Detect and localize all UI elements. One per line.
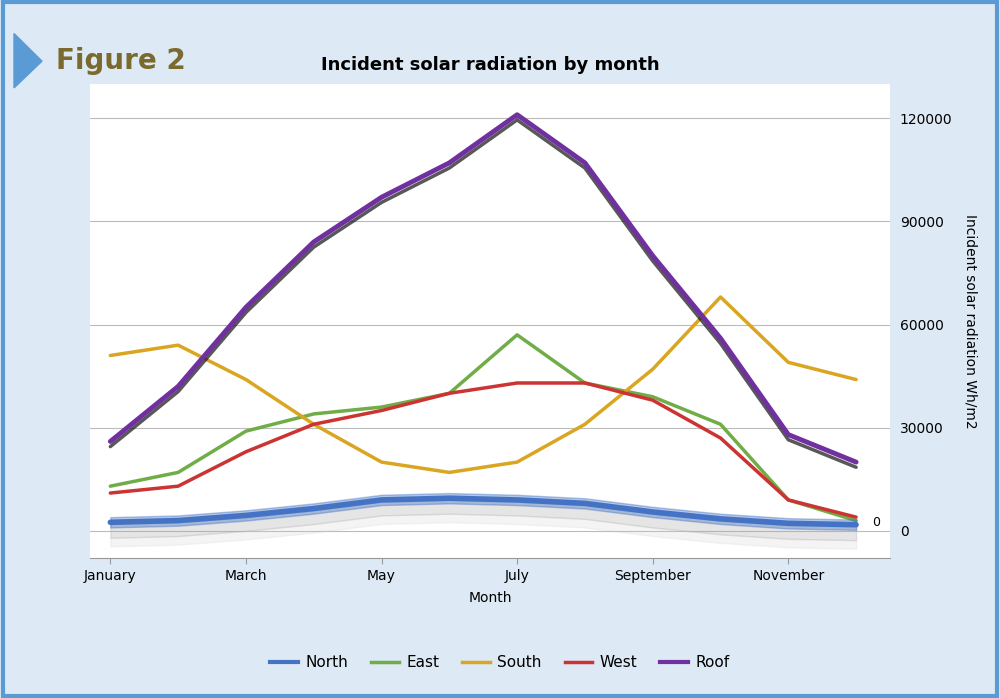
Y-axis label: Incident solar radiation Wh/m2: Incident solar radiation Wh/m2 bbox=[963, 214, 977, 429]
Text: 0: 0 bbox=[872, 516, 880, 529]
X-axis label: Month: Month bbox=[468, 591, 512, 605]
Polygon shape bbox=[14, 34, 42, 88]
Text: Figure 2: Figure 2 bbox=[56, 47, 186, 75]
Title: Incident solar radiation by month: Incident solar radiation by month bbox=[321, 56, 659, 74]
Legend: North, East, South, West, Roof: North, East, South, West, Roof bbox=[264, 649, 736, 676]
